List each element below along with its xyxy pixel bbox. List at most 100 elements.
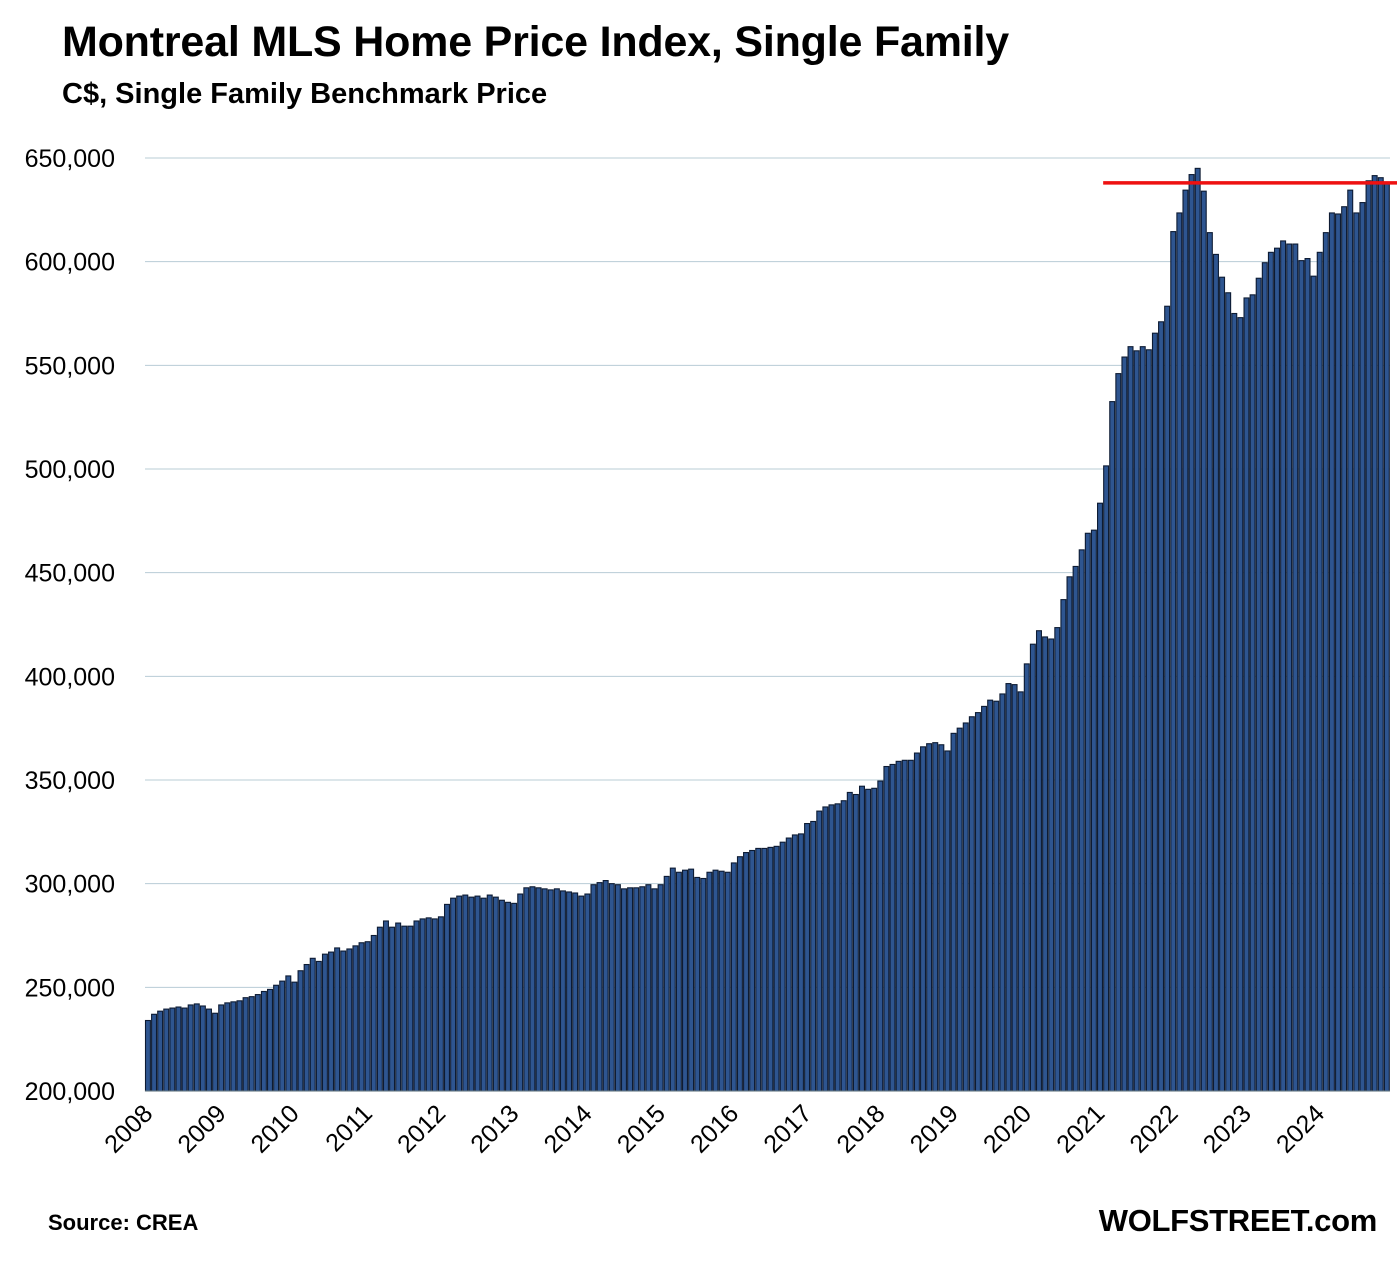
bar [1280,240,1287,1092]
bar [517,893,524,1092]
bar [883,765,890,1092]
bar [724,871,731,1092]
bar [1267,251,1274,1092]
bar [840,800,847,1092]
bar [871,787,878,1092]
bar [932,742,939,1092]
bar [1298,260,1305,1092]
bar [1060,599,1067,1092]
bar [547,889,554,1092]
bar [535,887,542,1092]
x-tick-label: 2015 [612,1099,671,1158]
bar [364,941,371,1092]
bar-series [144,167,1390,1092]
bar [706,871,713,1092]
bar [505,901,512,1092]
bar [1304,258,1311,1092]
bar [1219,276,1226,1092]
x-tick-label: 2009 [172,1099,231,1158]
x-axis: 2008 2009 2010 2011 2012 2013 2014 2015 2016 2017… [99,1090,1390,1159]
bar [895,760,902,1092]
x-tick-label: 2016 [685,1099,744,1158]
bar [1176,212,1183,1092]
bar [596,882,603,1092]
bar [431,918,438,1092]
bar [230,1001,237,1092]
bar [1231,312,1238,1092]
bar [382,920,389,1092]
x-tick-label: 2022 [1124,1099,1183,1158]
bar [1347,189,1354,1092]
bar [1377,177,1384,1092]
bar [340,950,347,1092]
bar [175,1006,182,1092]
bar [462,894,469,1092]
bar [321,953,328,1092]
x-tick-label: 2024 [1271,1099,1330,1158]
bar [1164,305,1171,1092]
bar [480,897,487,1092]
bar [730,862,737,1092]
bar [865,788,872,1092]
bar [1084,532,1091,1092]
bar [663,875,670,1092]
x-tick-label: 2010 [246,1099,305,1158]
bar [1042,636,1049,1092]
bar [541,888,548,1092]
bar [486,894,493,1092]
bar [315,960,322,1092]
bar [212,1012,219,1092]
bar [1103,465,1110,1092]
bar [791,834,798,1092]
bar [566,891,573,1092]
bar [816,810,823,1092]
brand-label: WOLFSTREET.com [1098,1203,1378,1238]
bar [1206,232,1213,1092]
y-tick-label: 600,000 [25,249,115,277]
bar [804,822,811,1092]
bar [267,988,274,1092]
bar [779,841,786,1092]
bar [1078,549,1085,1092]
bar [492,896,499,1092]
bar [877,780,884,1092]
bar [218,1004,225,1092]
bar [657,884,664,1092]
bar [828,804,835,1092]
bar [718,870,725,1092]
chart-subtitle: C$, Single Family Benchmark Price [62,78,548,110]
bar [273,984,280,1092]
bar [688,868,695,1092]
bar [401,925,408,1092]
bar [810,820,817,1092]
bar [1243,297,1250,1092]
bar [498,899,505,1092]
x-tick-label: 2023 [1198,1099,1257,1158]
bar [974,712,981,1092]
bar [529,886,536,1092]
bar [328,951,335,1092]
bar [627,887,634,1092]
bar [205,1008,212,1092]
bar [407,925,414,1092]
bar [1127,346,1134,1092]
x-tick-label: 2011 [320,1099,378,1157]
bar [511,902,518,1092]
bar [1023,663,1030,1092]
bar [1139,346,1146,1092]
bar [1310,275,1317,1092]
bar [1261,262,1268,1092]
bar [437,916,444,1092]
bar [468,896,475,1092]
bar [633,887,640,1092]
bar [236,1000,243,1092]
bar [1200,190,1207,1092]
bar [950,732,957,1092]
bar [199,1005,206,1092]
bar [553,888,560,1092]
bar [590,884,597,1092]
bar [907,759,914,1092]
bar [956,727,963,1092]
bar [1121,356,1128,1092]
bar [889,763,896,1092]
